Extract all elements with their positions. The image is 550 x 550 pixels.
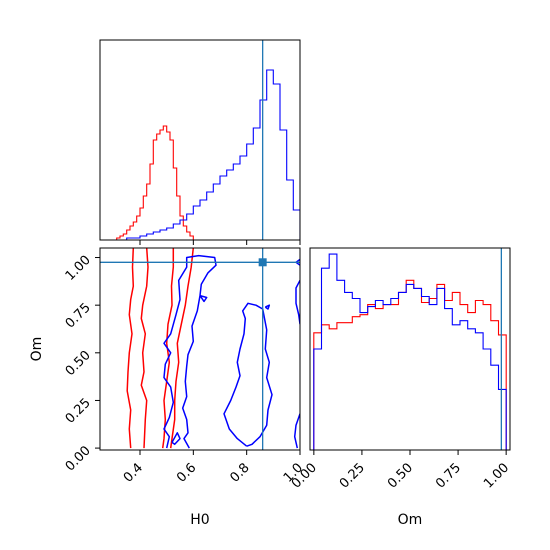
- contour-blue-5: [171, 432, 181, 446]
- contour-red-0: [126, 248, 135, 449]
- contour-blue-6: [199, 294, 208, 303]
- h0-om-contour-ytick-label: 0.25: [63, 396, 94, 427]
- om-hist-xtick-label: 1.00: [481, 460, 512, 491]
- h0-hist-series-red: [113, 125, 194, 240]
- h0-hist-series-blue: [113, 69, 300, 240]
- h0-hist-plot-area: [113, 40, 300, 240]
- h0-om-contour-xtick-label: 0.8: [227, 460, 252, 485]
- contour-red-1: [140, 248, 149, 449]
- contour-blue-8: [264, 304, 271, 310]
- contour-red-3: [169, 248, 195, 449]
- om-hist-xtick-label: 0.50: [385, 460, 416, 491]
- om-hist-xtick-label: 0.75: [433, 460, 464, 491]
- om-hist-plot-area: [313, 248, 507, 450]
- h0-om-contour-ylabel: Om: [29, 337, 45, 362]
- truth-marker: [258, 258, 267, 267]
- h0-om-contour-plot-area: [100, 248, 300, 450]
- h0-om-contour-ytick-label: 0.50: [63, 348, 94, 379]
- h0-om-contour-xlabel: H0: [190, 512, 209, 528]
- om-hist-xlabel: Om: [398, 512, 423, 528]
- h0-om-contour-frame: [99, 247, 301, 451]
- contour-blue-7: [223, 302, 273, 447]
- om-hist-series-blue: [313, 253, 507, 450]
- h0-om-contour-xtick-label: 0.4: [121, 460, 146, 485]
- om-hist-frame: [309, 247, 511, 451]
- contour-blue-4: [163, 254, 217, 449]
- h0-hist-frame: [99, 39, 301, 241]
- contour-red-2: [161, 248, 175, 449]
- om-hist-xtick-label: 0.25: [337, 460, 368, 491]
- h0-om-contour-ytick-label: 0.75: [63, 300, 94, 331]
- h0-om-contour-ytick-label: 1.00: [63, 253, 94, 284]
- h0-om-contour-ytick-label: 0.00: [63, 443, 94, 474]
- h0-om-contour-xtick-label: 0.6: [174, 460, 199, 485]
- h0-histogram-panel: [99, 39, 301, 245]
- contour-blue-9: [295, 280, 300, 325]
- om-hist-series-red: [313, 279, 507, 450]
- contour-blue-10: [293, 413, 300, 449]
